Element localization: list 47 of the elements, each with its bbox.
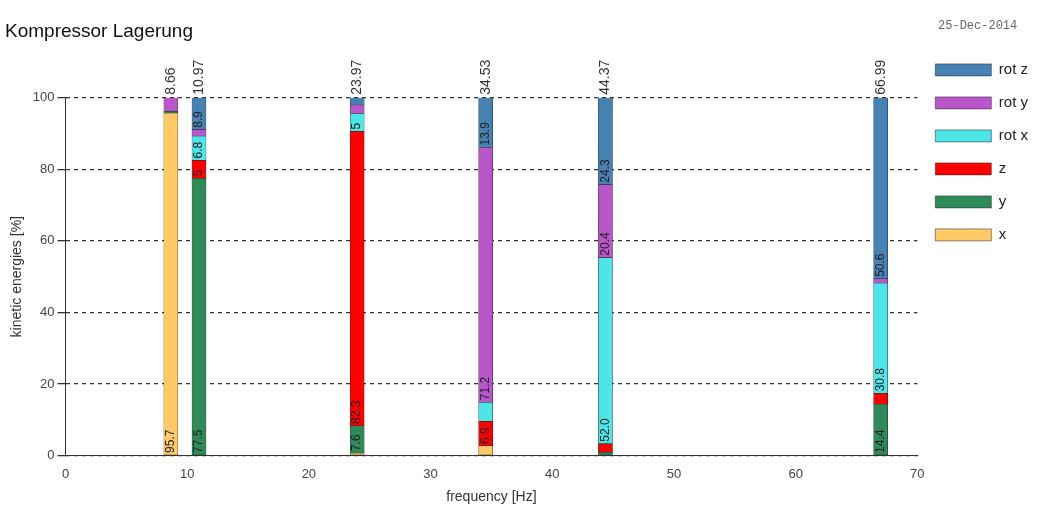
y-tick-label: 20: [40, 375, 55, 391]
data-label: 77.5: [191, 429, 206, 453]
y-tick-label: 0: [47, 447, 55, 463]
annotation: 34.53: [476, 59, 493, 95]
annotation: 8.66: [161, 67, 178, 95]
annotation: 44.37: [596, 59, 613, 95]
data-label: 7.6: [349, 434, 364, 452]
y-tick-label: 100: [32, 89, 55, 105]
data-label: 8.9: [191, 110, 206, 128]
x-tick-label: 60: [788, 465, 803, 481]
data-label: 6.8: [191, 141, 206, 159]
annotation: 23.97: [348, 59, 365, 95]
data-label: 24.3: [597, 159, 612, 183]
data-label: 14.4: [873, 429, 888, 453]
x-tick-label: 0: [61, 465, 70, 481]
data-label: 6.9: [478, 426, 492, 444]
legend-label: rot x: [998, 126, 1029, 144]
x-tick-label: 30: [423, 465, 438, 481]
y-axis-title: kinetic energies [%]: [8, 216, 25, 338]
legend-label: rot z: [998, 60, 1029, 78]
data-label: 13.9: [478, 121, 492, 146]
legend-label: y: [998, 192, 1007, 210]
data-label: 82.3: [349, 400, 364, 424]
x-tick-label: 20: [301, 465, 317, 481]
data-label: 5: [191, 169, 206, 177]
x-tick-label: 10: [179, 465, 195, 481]
x-tick-label: 40: [545, 465, 560, 481]
y-tick-label: 40: [40, 304, 55, 320]
data-label: 20.4: [597, 232, 612, 256]
data-label: 71.2: [478, 376, 492, 401]
data-label: 52.0: [597, 418, 612, 442]
y-tick-label: 80: [40, 160, 55, 176]
data-label: 30.8: [873, 367, 888, 392]
chart-title: Kompressor Lagerung: [5, 19, 193, 41]
annotation: 66.99: [871, 59, 888, 95]
data-label: 95.7: [163, 429, 178, 453]
legend-title: 25-Dec-2014: [938, 19, 1018, 34]
legend-label: z: [998, 159, 1007, 177]
legend-label: rot y: [998, 93, 1029, 111]
data-label: 50.6: [873, 253, 888, 277]
legend-label: x: [998, 225, 1007, 243]
data-label: 5: [349, 122, 364, 130]
annotation: 10.97: [189, 59, 206, 95]
y-tick-label: 60: [40, 232, 55, 248]
x-tick-label: 70: [910, 465, 925, 481]
x-tick-label: 50: [666, 465, 682, 481]
x-axis-title: frequency [Hz]: [446, 488, 537, 505]
